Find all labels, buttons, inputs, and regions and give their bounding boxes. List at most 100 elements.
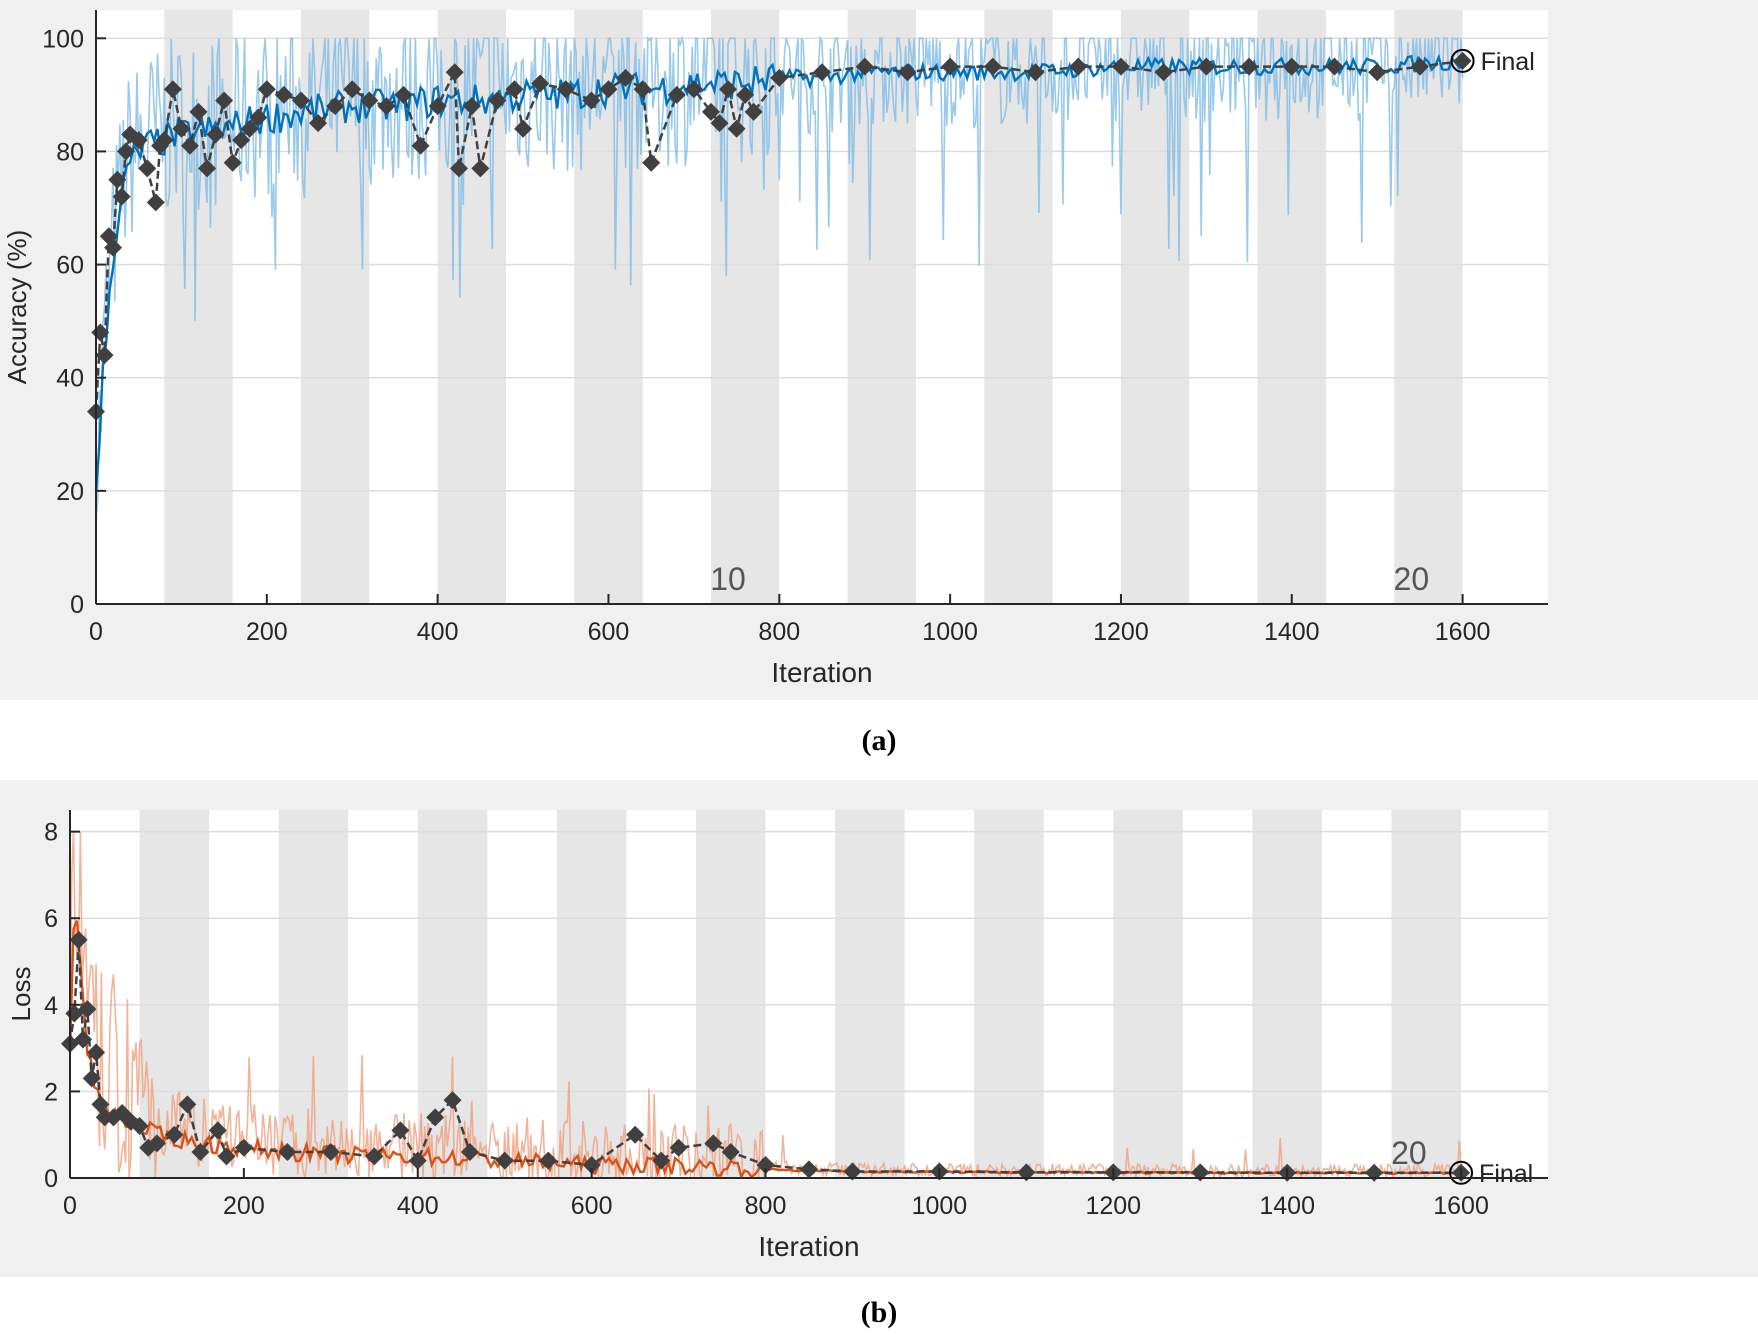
panel-a-validation-point [582, 91, 601, 110]
panel-b-validation-point [1017, 1163, 1036, 1182]
panel-b-epoch-band [1252, 810, 1322, 1178]
panel-a-validation-point [701, 102, 720, 121]
panel-b-x-tick-label: 600 [571, 1192, 613, 1220]
panel-b-y-tick-label: 4 [44, 992, 58, 1020]
panel-b-epoch-band [695, 810, 766, 1178]
panel-b-epoch-label: 20 [1391, 1135, 1427, 1171]
panel-a-validation-point [719, 80, 738, 99]
panel-a-validation-point [736, 85, 755, 104]
panel-a-validation-point [1282, 57, 1301, 76]
panel-a-validation-point [138, 159, 157, 178]
panel-a-validation-point [1197, 57, 1216, 76]
panel-b-y-tick-label: 6 [44, 905, 58, 933]
panel-a-validation-point [198, 159, 217, 178]
panel-a-validation-point [1368, 63, 1387, 82]
panel-a-validation-point [95, 346, 114, 365]
panel-a-epoch-band [1257, 10, 1326, 604]
panel-b-validation-point [669, 1138, 688, 1157]
panel-a-validation-point [1026, 63, 1045, 82]
panel-a-validation-point [710, 114, 729, 133]
panel-b-final-marker [1449, 1160, 1474, 1185]
panel-a-validation-point [471, 159, 490, 178]
panel-b-validation-point [147, 1134, 166, 1153]
panel-b-x-axis-label: Iteration [758, 1231, 859, 1262]
caption-b: (b) [860, 1296, 898, 1329]
panel-b-x-tick-label: 1600 [1433, 1192, 1489, 1220]
panel-a-validation-point [223, 153, 242, 172]
panel-a-validation-point [274, 85, 293, 104]
panel-a-x-tick-label: 200 [246, 618, 288, 646]
panel-b-validation-point [74, 1030, 93, 1049]
panel-b-validation-point [408, 1151, 427, 1170]
panel-b-x-tick-label: 200 [223, 1192, 265, 1220]
panel-a-validation-point [428, 97, 447, 116]
panel-a-epoch-label: 10 [710, 561, 746, 597]
panel-a-validation-point [411, 136, 430, 155]
panel-b-x-tick-label: 0 [63, 1192, 77, 1220]
panel-a-epoch-label: 20 [1394, 561, 1430, 597]
panel-a-validation-point [172, 119, 191, 138]
panel-a-x-tick-label: 1400 [1264, 618, 1320, 646]
panel-a-validation-point [642, 153, 661, 172]
panel-a-validation-point [189, 102, 208, 121]
panel-a-epoch-band [984, 10, 1053, 604]
panel-b-x-tick-label: 1400 [1259, 1192, 1315, 1220]
panel-a-validation-point [232, 131, 251, 150]
panel-a-validation-line [94, 59, 1463, 412]
panel-a-epoch-band [1394, 10, 1463, 604]
panel-a-validation-point [1325, 57, 1344, 76]
panel-a-validation-point [684, 80, 703, 99]
panel-a-y-tick-label: 0 [70, 591, 84, 619]
panel-b-validation-point [165, 1125, 184, 1144]
panel-a-raw-training-trace [95, 35, 1464, 520]
panel-a-validation-point [462, 97, 481, 116]
panel-b-y-tick-label: 2 [44, 1078, 58, 1106]
panel-a-x-tick-label: 1000 [922, 618, 978, 646]
panel-a-validation-point [377, 97, 396, 116]
panel-b-epoch-band [1391, 810, 1462, 1178]
panel-a-validation-point [240, 119, 259, 138]
panel-a-validation-point [667, 85, 686, 104]
panel-a-validation-point [744, 102, 763, 121]
panel-a-validation-point [770, 68, 789, 87]
panel-b-validation-point [82, 1069, 101, 1088]
panel-b-validation-point [78, 1000, 97, 1019]
panel-a-validation-point [556, 80, 575, 99]
panel-a-validation-point [291, 91, 310, 110]
panel-a-validation-point [146, 193, 165, 212]
panel-b-epoch-band [556, 810, 627, 1178]
panel-b-validation-point [130, 1117, 149, 1136]
panel-a-validation-point [180, 136, 199, 155]
panel-b-validation-point [495, 1151, 514, 1170]
panel-b-validation-point [539, 1151, 558, 1170]
panel-a-validation-point [531, 74, 550, 93]
panel-a-validation-point [155, 131, 174, 150]
panel-b-validation-point [234, 1138, 253, 1157]
panel-a-validation-point [616, 68, 635, 87]
panel-a-validation-point [488, 91, 507, 110]
panel-a-final-marker [1450, 48, 1475, 73]
panel-a-validation-point [1240, 57, 1259, 76]
panel-b-y-axis-label: Loss [6, 967, 36, 1022]
panel-b-validation-point [208, 1121, 227, 1140]
panel-a-y-tick-label: 60 [56, 252, 84, 280]
panel-a-validation-point [983, 57, 1002, 76]
panel-b-epoch-band [974, 810, 1044, 1178]
panel-a-epoch-band [847, 10, 916, 604]
panel-a-x-tick-label: 400 [417, 618, 459, 646]
panel-b-epoch-band [835, 810, 905, 1178]
panel-a-validation-point [1154, 63, 1173, 82]
panel-a-final-marker-center [1456, 54, 1469, 67]
panel-b-x-tick-label: 800 [745, 1192, 787, 1220]
panel-a-validation-point [206, 125, 225, 144]
panel-b-validation-point [217, 1147, 236, 1166]
panel-b-validation-point [652, 1151, 671, 1170]
panel-b-validation-point [391, 1121, 410, 1140]
panel-a-y-tick-label: 20 [56, 478, 84, 506]
panel-b-validation-point [582, 1156, 601, 1175]
panel-a-epoch-band [1120, 10, 1190, 604]
panel-a-validation-point [450, 159, 468, 178]
panel-b-y-tick-label: 8 [44, 819, 58, 847]
panel-a-validation-point [727, 119, 746, 138]
panel-b-validation-point [191, 1143, 210, 1162]
